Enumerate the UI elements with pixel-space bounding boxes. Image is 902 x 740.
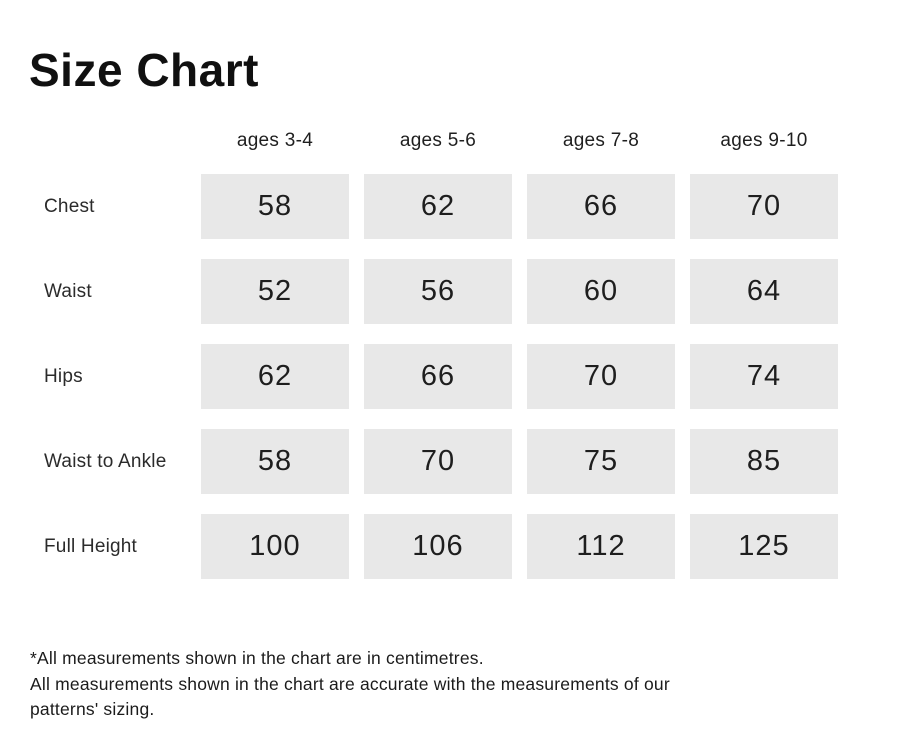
cell-waist-ages-3-4: 52 <box>201 259 349 324</box>
cell-waist-to-ankle-ages-5-6: 70 <box>364 429 512 494</box>
cell-full-height-ages-9-10: 125 <box>690 514 838 579</box>
cell-chest-ages-9-10: 70 <box>690 174 838 239</box>
cell-full-height-ages-5-6: 106 <box>364 514 512 579</box>
cell-full-height-ages-7-8: 112 <box>527 514 675 579</box>
measurement-notes: *All measurements shown in the chart are… <box>30 646 720 723</box>
column-header-ages-3-4: ages 3-4 <box>236 130 314 151</box>
row-label-waist-to-ankle: Waist to Ankle <box>44 450 167 472</box>
column-header-ages-5-6: ages 5-6 <box>399 130 477 151</box>
cell-waist-ages-7-8: 60 <box>527 259 675 324</box>
unit-note: *All measurements shown in the chart are… <box>30 648 484 668</box>
cell-full-height-ages-3-4: 100 <box>201 514 349 579</box>
column-header-ages-9-10: ages 9-10 <box>720 130 808 151</box>
row-label-full-height: Full Height <box>44 535 138 557</box>
cell-hips-ages-7-8: 70 <box>527 344 675 409</box>
row-label-hips: Hips <box>44 365 83 387</box>
cell-chest-ages-5-6: 62 <box>364 174 512 239</box>
row-label-waist: Waist <box>44 280 92 302</box>
cell-chest-ages-3-4: 58 <box>201 174 349 239</box>
cell-waist-ages-5-6: 56 <box>364 259 512 324</box>
cell-chest-ages-7-8: 66 <box>527 174 675 239</box>
cell-waist-to-ankle-ages-3-4: 58 <box>201 429 349 494</box>
table-corner-spacer <box>44 131 186 153</box>
cell-hips-ages-5-6: 66 <box>364 344 512 409</box>
accuracy-note: All measurements shown in the chart are … <box>30 673 670 720</box>
page-title: Size Chart <box>29 43 259 96</box>
column-header-ages-7-8: ages 7-8 <box>562 130 640 151</box>
size-chart-table: ages 3-4 ages 5-6 ages 7-8 ages 9-10 Che… <box>44 130 838 579</box>
cell-hips-ages-3-4: 62 <box>201 344 349 409</box>
cell-waist-to-ankle-ages-9-10: 85 <box>690 429 838 494</box>
cell-waist-to-ankle-ages-7-8: 75 <box>527 429 675 494</box>
row-label-chest: Chest <box>44 195 95 217</box>
cell-waist-ages-9-10: 64 <box>690 259 838 324</box>
cell-hips-ages-9-10: 74 <box>690 344 838 409</box>
